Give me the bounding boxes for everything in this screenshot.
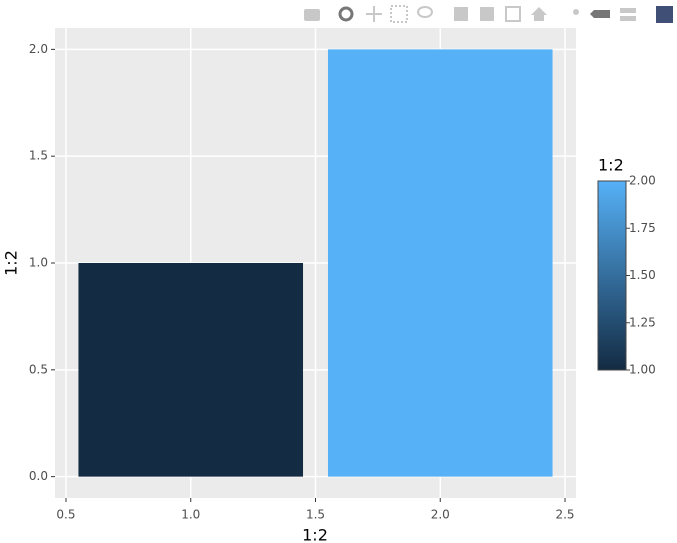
x-tick-label: 2.5 [555, 508, 574, 522]
colorbar [597, 180, 627, 371]
plotly-logo[interactable] [656, 6, 673, 23]
box-select-icon[interactable] [390, 5, 408, 23]
zoom-icon[interactable] [338, 6, 354, 22]
spike-icon[interactable] [573, 9, 579, 15]
bar [78, 263, 304, 477]
reset-icon[interactable] [531, 7, 547, 21]
y-tick-label: 1.0 [29, 256, 48, 270]
x-tick-label: 2.0 [431, 508, 450, 522]
zoom-out-icon[interactable] [480, 7, 494, 21]
autoscale-icon[interactable] [505, 6, 521, 22]
y-tick-label: 2.0 [29, 42, 48, 56]
x-axis-title: 1:2 [302, 526, 328, 543]
x-tick-label: 0.5 [56, 508, 75, 522]
hover-compare-icon[interactable] [620, 8, 636, 21]
x-tick-label: 1.0 [181, 508, 200, 522]
colorbar-tick-label: 1.25 [629, 315, 656, 329]
y-axis-title: 1:2 [2, 250, 21, 276]
hover-closest-icon[interactable] [590, 10, 610, 18]
x-tick-label: 1.5 [306, 508, 325, 522]
y-tick-label: 1.5 [29, 149, 48, 163]
colorbar-title: 1:2 [598, 156, 624, 175]
bar [327, 49, 553, 477]
colorbar-tick-label: 2.00 [629, 174, 656, 188]
colorbar-tick-label: 1.00 [629, 363, 656, 377]
colorbar-tick-label: 1.50 [629, 268, 656, 282]
toolbar [304, 5, 673, 23]
camera-icon[interactable] [304, 9, 320, 21]
lasso-icon[interactable] [417, 6, 433, 18]
y-tick-label: 0.0 [29, 469, 48, 483]
zoom-in-icon[interactable] [454, 7, 468, 21]
y-tick-label: 0.5 [29, 362, 48, 376]
pan-icon[interactable] [366, 6, 382, 22]
colorbar-tick-label: 1.75 [629, 221, 656, 235]
